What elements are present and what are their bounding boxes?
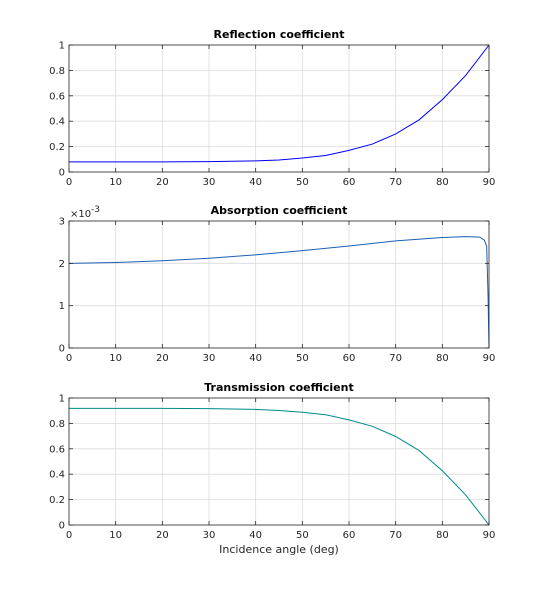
- x-tick-label: 70: [389, 353, 402, 364]
- series-line-1: [69, 407, 490, 526]
- y-tick-label: 0.2: [49, 142, 65, 153]
- x-tick-label: 80: [436, 530, 449, 541]
- x-tick-label: 40: [249, 530, 262, 541]
- series-line-1: [69, 44, 490, 163]
- subplot-2: 0 10 20 30 40 50 60 70 80 90 0 1 2 3 Absorption coeffi…: [59, 204, 496, 364]
- x-tick-label: 0: [66, 353, 72, 364]
- plot-area: [69, 45, 489, 172]
- y-tick-label: 0.2: [49, 495, 65, 506]
- subplot-1: 0 10 20 30 40 50 60 70 80 90 0 0.2 0.4 0.6 0.8 1 Reflect…: [49, 28, 495, 188]
- x-tick-label: 80: [436, 353, 449, 364]
- y-tick-label: 0: [59, 521, 65, 532]
- y-tick-label: 2: [59, 259, 65, 270]
- y-tick-label: 1: [59, 41, 65, 52]
- x-tick-label: 40: [249, 177, 262, 188]
- plot-area: [69, 221, 489, 348]
- y-tick-label: 1: [59, 394, 65, 405]
- x-tick-label: 60: [343, 530, 356, 541]
- x-tick-label: 60: [343, 353, 356, 364]
- x-tick-label: 60: [343, 177, 356, 188]
- x-tick-label: 80: [436, 177, 449, 188]
- y-tick-label: 1: [59, 301, 65, 312]
- chart-title: Reflection coefficient: [214, 28, 345, 41]
- x-tick-label: 0: [66, 177, 72, 188]
- x-tick-label: 20: [156, 530, 169, 541]
- y-tick-label: 0.8: [49, 66, 65, 77]
- x-tick-label: 30: [203, 353, 216, 364]
- y-tick-label: 0.4: [49, 470, 65, 481]
- plot-area: [69, 398, 489, 525]
- x-tick-label: 30: [203, 530, 216, 541]
- series-line-1: [68, 236, 490, 349]
- x-tick-label: 70: [389, 177, 402, 188]
- y-multiplier: ×10: [70, 209, 91, 220]
- x-axis-label: Incidence angle (deg): [219, 543, 339, 556]
- x-tick-label: 90: [483, 530, 496, 541]
- axes-box: [68, 44, 490, 173]
- y-tick-label: 0.6: [49, 91, 65, 102]
- y-tick-label: 0.4: [49, 117, 65, 128]
- y-tick-label: 0.6: [49, 444, 65, 455]
- subplot-3: 0 10 20 30 40 50 60 70 80 90 0 0.2 0.4 0.6 0.8 1 Transmi…: [49, 381, 495, 556]
- x-tick-label: 20: [156, 177, 169, 188]
- x-tick-label: 40: [249, 353, 262, 364]
- x-tick-label: 50: [296, 530, 309, 541]
- x-tick-label: 50: [296, 353, 309, 364]
- y-exponent: -3: [91, 205, 100, 215]
- y-tick-label: 3: [59, 217, 65, 228]
- y-tick-label: 0: [59, 344, 65, 355]
- chart-title: Absorption coefficient: [211, 204, 348, 217]
- x-tick-label: 70: [389, 530, 402, 541]
- axes-box: [68, 397, 490, 526]
- x-tick-label: 20: [156, 353, 169, 364]
- x-tick-label: 10: [109, 530, 122, 541]
- axes-box: [68, 220, 490, 349]
- x-tick-label: 90: [483, 177, 496, 188]
- x-tick-label: 0: [66, 530, 72, 541]
- y-tick-label: 0.8: [49, 419, 65, 430]
- x-tick-label: 90: [483, 353, 496, 364]
- x-tick-label: 30: [203, 177, 216, 188]
- x-tick-label: 10: [109, 353, 122, 364]
- chart-title: Transmission coefficient: [204, 381, 353, 394]
- x-tick-label: 50: [296, 177, 309, 188]
- y-tick-label: 0: [59, 168, 65, 179]
- x-tick-label: 10: [109, 177, 122, 188]
